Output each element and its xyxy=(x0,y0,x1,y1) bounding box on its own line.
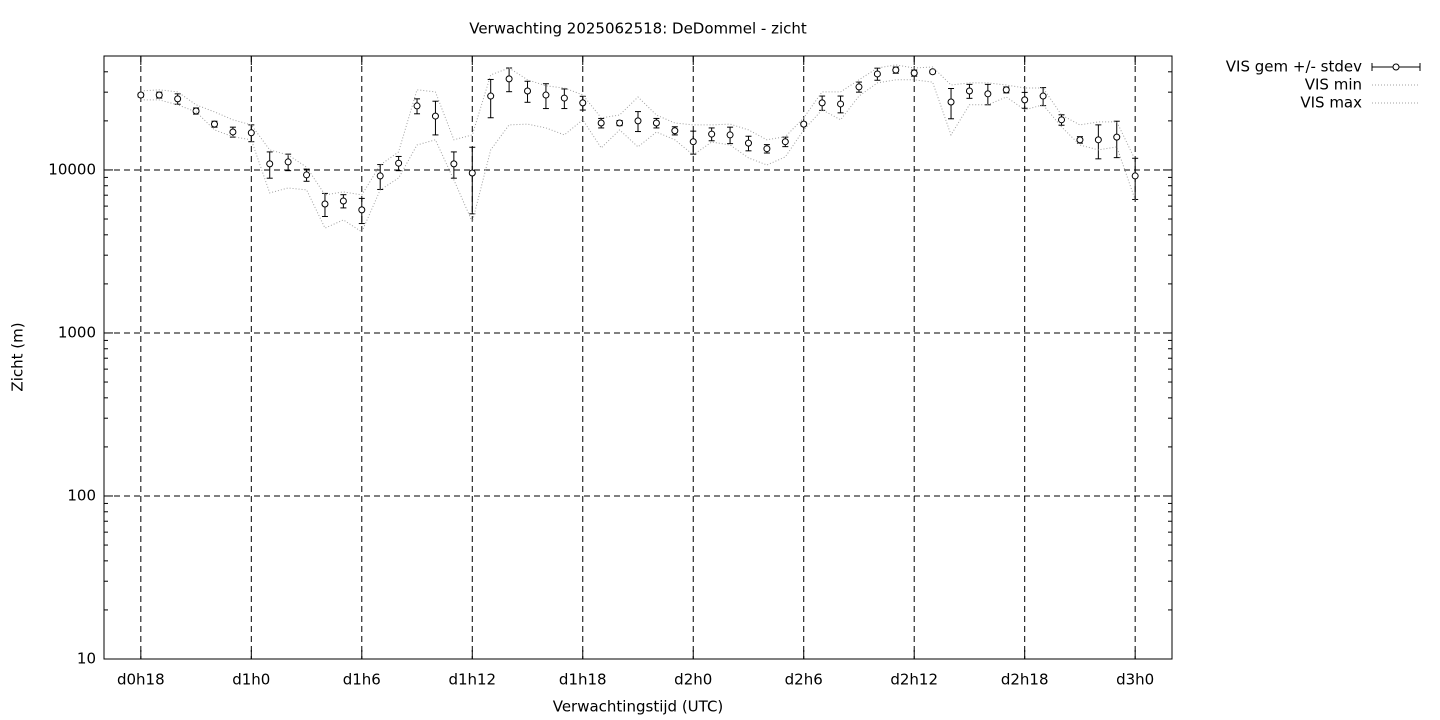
legend-label: VIS gem +/- stdev xyxy=(1226,58,1362,76)
point xyxy=(450,160,458,168)
plot-frame xyxy=(103,55,1173,660)
point xyxy=(984,90,992,98)
point xyxy=(837,100,845,108)
x-tick-label: d0h18 xyxy=(117,671,165,689)
point xyxy=(892,66,900,74)
point xyxy=(247,129,255,137)
point xyxy=(708,130,716,138)
point xyxy=(1058,116,1066,124)
point xyxy=(339,197,347,205)
point xyxy=(1094,136,1102,144)
point xyxy=(542,91,550,99)
point xyxy=(487,92,495,100)
y-tick-label: 10000 xyxy=(48,160,96,178)
point xyxy=(229,128,237,136)
range-line xyxy=(140,79,1136,233)
legend-label: VIS max xyxy=(1300,94,1362,112)
x-tick-label: d2h6 xyxy=(785,671,823,689)
point xyxy=(671,127,679,135)
point xyxy=(358,206,366,214)
point xyxy=(781,138,789,146)
point xyxy=(855,83,863,91)
legend-label: VIS min xyxy=(1305,76,1362,94)
point xyxy=(947,98,955,106)
point xyxy=(579,99,587,107)
point xyxy=(763,145,771,153)
point xyxy=(616,119,624,127)
y-tick-label: 1000 xyxy=(58,323,96,341)
x-tick-label: d3h0 xyxy=(1116,671,1154,689)
point xyxy=(431,112,439,120)
point xyxy=(137,91,145,99)
x-axis-label: Verwachtingstijd (UTC) xyxy=(553,698,724,716)
point xyxy=(634,117,642,125)
point xyxy=(818,99,826,107)
x-tick-label: d1h12 xyxy=(448,671,496,689)
point xyxy=(413,102,421,110)
point xyxy=(284,158,292,166)
point xyxy=(376,172,384,180)
x-tick-label: d1h0 xyxy=(232,671,270,689)
x-tick-label: d1h6 xyxy=(343,671,381,689)
range-line xyxy=(140,64,1136,196)
point xyxy=(910,69,918,77)
point xyxy=(726,131,734,139)
x-tick-label: d2h12 xyxy=(890,671,938,689)
y-axis-label: Zicht (m) xyxy=(9,322,27,391)
point xyxy=(1039,92,1047,100)
point xyxy=(1076,136,1084,144)
legend-swatch xyxy=(1392,63,1400,71)
point xyxy=(560,94,568,102)
point xyxy=(395,159,403,167)
x-tick-label: d2h0 xyxy=(674,671,712,689)
point xyxy=(505,75,513,83)
x-tick-label: d1h18 xyxy=(559,671,607,689)
point xyxy=(1002,86,1010,94)
point xyxy=(689,138,697,146)
point xyxy=(1113,133,1121,141)
point xyxy=(321,200,329,208)
point xyxy=(524,87,532,95)
point xyxy=(744,139,752,147)
point xyxy=(1131,172,1139,180)
point xyxy=(468,169,476,177)
point xyxy=(303,171,311,179)
point xyxy=(1021,96,1029,104)
point xyxy=(155,91,163,99)
point xyxy=(210,120,218,128)
point xyxy=(652,119,660,127)
x-tick-label: d2h18 xyxy=(1001,671,1049,689)
y-tick-label: 100 xyxy=(67,486,96,504)
point xyxy=(929,68,937,76)
point xyxy=(873,70,881,78)
point xyxy=(266,160,274,168)
point xyxy=(800,120,808,128)
point xyxy=(174,95,182,103)
y-tick-label: 10 xyxy=(77,650,96,668)
chart-title: Verwachting 2025062518: DeDommel - zicht xyxy=(469,20,807,38)
point xyxy=(597,119,605,127)
point xyxy=(965,87,973,95)
